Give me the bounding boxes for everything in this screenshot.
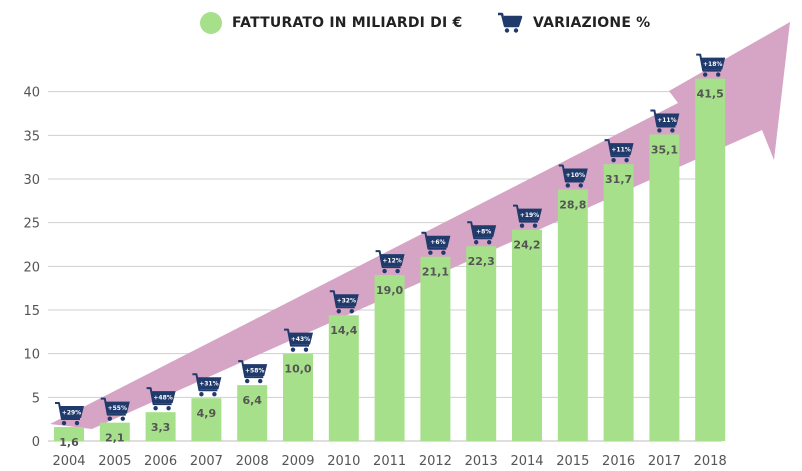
x-tick-label: 2013 [465,454,498,469]
data-label: 14,4 [330,324,357,337]
bar [191,398,222,441]
change-label: +31% [199,381,218,388]
bar [328,315,359,441]
y-tick-label: 25 [23,217,40,232]
y-tick-label: 0 [32,435,40,450]
bar [557,189,588,441]
shopping-cart-icon: +19% [513,204,542,228]
bar [420,256,451,441]
change-label: +11% [611,146,630,153]
x-tick-label: 2005 [98,454,131,469]
legend-revenue: FATTURATO IN MILIARDI DI € [200,10,462,36]
change-label: +8% [476,229,491,236]
x-tick-label: 2006 [144,454,177,469]
data-label: 35,1 [651,143,678,156]
y-tick-label: 30 [23,173,40,188]
x-tick-label: 2004 [52,454,85,469]
data-label: 24,2 [513,239,540,252]
shopping-cart-icon: +12% [375,250,405,274]
x-tick-label: 2015 [556,454,589,469]
shopping-cart-icon: +11% [604,139,634,163]
y-tick-label: 20 [23,260,40,275]
data-label: 4,9 [197,407,217,420]
y-tick-label: 5 [32,391,40,406]
legend-change-label: VARIAZIONE % [533,15,651,31]
change-label: +6% [430,239,445,246]
data-label: 31,7 [605,173,632,186]
x-tick-label: 2010 [327,454,360,469]
x-tick-label: 2018 [694,454,727,469]
data-label: 41,5 [697,88,724,101]
data-label: 10,0 [284,363,311,376]
bars [54,78,726,442]
shopping-cart-icon [498,12,523,33]
shopping-cart-icon: +18% [696,53,726,77]
change-label: +10% [566,172,585,179]
bar [695,78,726,442]
change-label: +32% [337,298,356,305]
y-tick-label: 15 [23,304,40,319]
bar [466,246,497,441]
x-tick-label: 2011 [373,454,406,469]
bar [237,385,268,441]
x-tick-label: 2014 [510,454,543,469]
data-label: 21,1 [422,266,449,279]
shopping-cart-icon: +8% [467,221,497,245]
data-label: 1,6 [59,436,79,449]
change-label: +55% [108,405,127,412]
data-label: 19,0 [376,284,403,297]
bar [54,427,84,441]
x-tick-label: 2007 [190,454,223,469]
trend-arrow [50,22,790,429]
change-label: +11% [657,117,676,124]
change-label: +43% [291,336,310,343]
shopping-cart-icon: +6% [421,231,451,255]
data-label: 3,3 [151,421,171,434]
data-label: 2,1 [105,432,125,445]
data-label: 22,3 [468,255,495,268]
change-label: +12% [382,257,401,264]
x-tick-label: 2012 [419,454,452,469]
bar [512,229,542,441]
y-tick-label: 10 [23,348,40,363]
bar [374,275,405,441]
shopping-cart-icon: +29% [55,402,84,426]
bar [145,412,176,441]
x-tick-label: 2016 [602,454,635,469]
change-label: +58% [245,367,264,374]
shopping-cart-icon: +32% [329,290,359,314]
shopping-cart-icon: +31% [192,373,222,397]
legend-revenue-label: FATTURATO IN MILIARDI DI € [232,15,463,31]
labels: 0 5 10 15 20 25 30 35 40 2004 1,6 +29% 2005 2,1 +55% 20… [23,53,727,469]
x-tick-label: 2009 [281,454,314,469]
y-tick-label: 35 [23,129,40,144]
bar [283,353,313,441]
y-tick-label: 40 [23,86,40,101]
shopping-cart-icon: +58% [238,360,268,384]
shopping-cart-icon: +43% [284,328,313,352]
change-label: +18% [703,61,722,68]
shopping-cart-icon: +48% [146,387,176,411]
change-label: +48% [153,394,172,401]
change-label: +29% [62,409,81,416]
change-label: +19% [520,212,539,219]
x-tick-label: 2017 [648,454,681,469]
bar [649,134,680,441]
data-label: 28,8 [559,198,586,211]
shopping-cart-icon: +55% [100,397,130,421]
legend-change: VARIAZIONE % [497,10,650,36]
x-tick-label: 2008 [236,454,269,469]
data-label: 6,4 [242,394,262,407]
bar [99,422,130,441]
shopping-cart-icon: +10% [558,164,588,188]
green-circle-icon [200,12,222,34]
trend-arrow-shape [50,22,790,429]
shopping-cart-icon: +11% [650,109,680,133]
bar [603,164,634,442]
